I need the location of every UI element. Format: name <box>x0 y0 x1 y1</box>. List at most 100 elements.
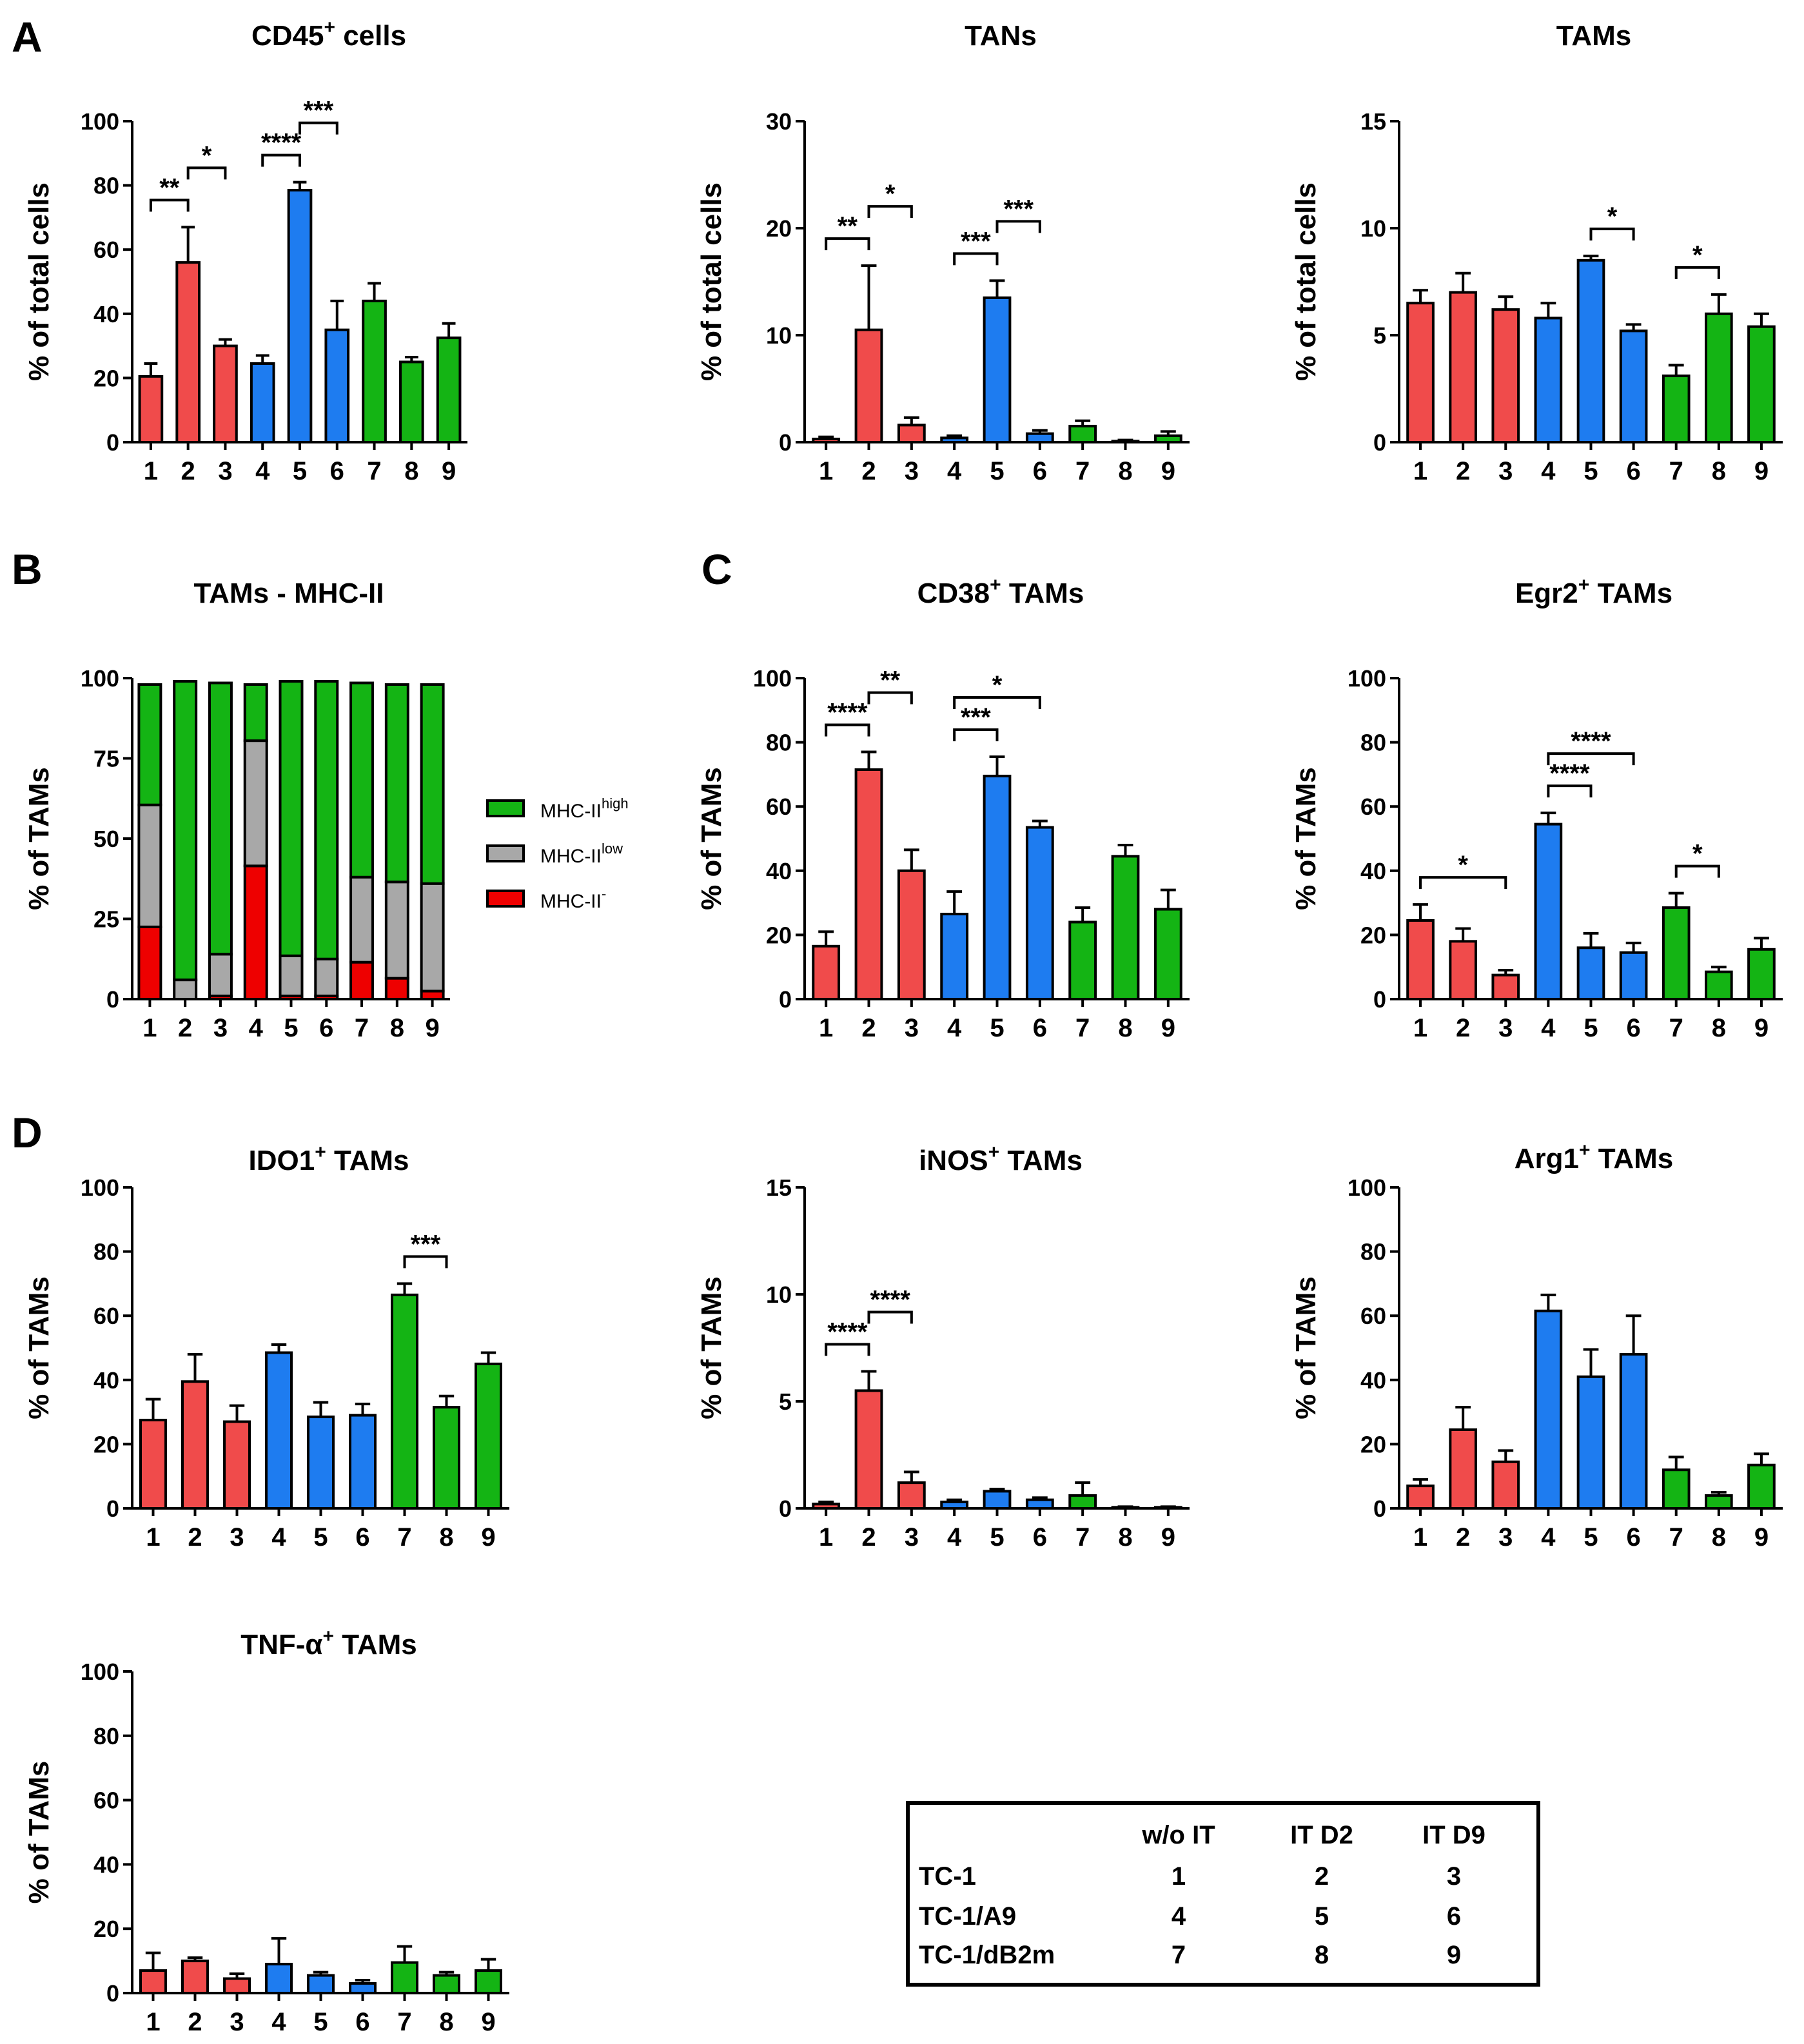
key-table-cell-2-1: 7 <box>1172 1941 1186 1969</box>
mhc-segment-0-bar-8 <box>384 977 409 1001</box>
ido1-ytick-label: 80 <box>93 1239 119 1265</box>
tans-sig-bracket-1 <box>867 205 913 219</box>
egr2-xtick-label: 9 <box>1754 1014 1769 1042</box>
inos-xtick-label: 6 <box>1033 1523 1047 1552</box>
tams-bar-7 <box>1662 375 1691 444</box>
tans-bar-2 <box>854 328 883 444</box>
tans-sig-label-3: *** <box>1003 195 1034 223</box>
inos-xtick-label: 9 <box>1161 1523 1175 1552</box>
cd38-sig-bracket-3 <box>953 696 1041 710</box>
tams-xtick-label: 6 <box>1626 457 1640 485</box>
cd38-xtick-label: 4 <box>947 1014 962 1042</box>
arg1-xtick-label: 1 <box>1413 1523 1427 1552</box>
tans-sig-label-2: *** <box>961 227 991 255</box>
tnfa-bar-7 <box>391 1961 418 1994</box>
egr2-ytick-label: 60 <box>1360 793 1386 820</box>
mhc-ytick-label: 75 <box>93 746 119 772</box>
key-table-cell-0-0: TC-1 <box>919 1862 976 1891</box>
cd38-sig-bracket-1 <box>867 691 913 705</box>
inos-ytick-label: 10 <box>766 1281 792 1308</box>
tans-xtick-label: 4 <box>947 457 962 485</box>
tans-bar-6 <box>1025 432 1054 443</box>
tnfa-ytick-label: 40 <box>93 1851 119 1878</box>
tans-sig-label-1: * <box>885 180 896 208</box>
egr2-sig-label-1: **** <box>1549 759 1590 788</box>
cd38-xtick-label: 6 <box>1033 1014 1047 1042</box>
egr2-xtick-label: 8 <box>1712 1014 1726 1042</box>
legend-label-1: MHC-IIlow <box>540 841 623 867</box>
inos-xtick-label: 2 <box>861 1523 876 1552</box>
tnfa-chart: TNF-α+ TAMs 0 20 40 60 80 100 % of TAMs 1 2 3 4 5 6 7 8… <box>23 1626 509 2036</box>
mhc-segment-1-bar-4 <box>243 739 268 868</box>
cd38-sig-label-3: * <box>992 671 1003 699</box>
inos-y-label: % of TAMs <box>696 1276 727 1419</box>
arg1-bar-4 <box>1534 1309 1563 1510</box>
cd38-ytick-label: 20 <box>766 922 792 948</box>
tnfa-ytick-label: 80 <box>93 1723 119 1749</box>
mhc-segment-2-bar-9 <box>420 683 445 885</box>
tnfa-xtick-label: 7 <box>397 2008 411 2036</box>
key-table-cell-1-1: 4 <box>1172 1902 1186 1931</box>
tams-y-label: % of total cells <box>1290 182 1322 381</box>
tnfa-xtick-label: 3 <box>230 2008 244 2036</box>
ido1-xtick-label: 5 <box>313 1523 328 1552</box>
key-table-header-3: IT D9 <box>1422 1821 1485 1849</box>
ido1-xtick-label: 7 <box>397 1523 411 1552</box>
egr2-title: Egr2+ TAMs <box>1515 574 1672 609</box>
tams-xtick-label: 4 <box>1541 457 1556 485</box>
cd38-sig-bracket-2 <box>953 728 999 742</box>
cd45-xtick-label: 1 <box>144 457 158 485</box>
tnfa-y-label: % of TAMs <box>23 1761 55 1904</box>
arg1-xtick-label: 9 <box>1754 1523 1769 1552</box>
egr2-sig-label-0: * <box>1458 851 1468 879</box>
arg1-bar-1 <box>1406 1484 1435 1510</box>
egr2-xtick-label: 2 <box>1456 1014 1470 1042</box>
tans-bar-5 <box>983 296 1012 443</box>
tans-bar-9 <box>1153 434 1182 443</box>
cd38-ytick-label: 40 <box>766 858 792 884</box>
legend-swatch-0 <box>486 799 525 817</box>
arg1-bar-2 <box>1449 1428 1477 1510</box>
tams-xtick-label: 9 <box>1754 457 1769 485</box>
ido1-sig-bracket-0 <box>403 1255 448 1269</box>
cd38-ytick-label: 80 <box>766 730 792 756</box>
tams-bar-2 <box>1449 291 1477 443</box>
cd38-title: CD38+ TAMs <box>917 574 1084 609</box>
inos-xtick-label: 1 <box>819 1523 833 1552</box>
mhc-segment-1-bar-1 <box>137 803 162 928</box>
cd45-title: CD45+ cells <box>251 17 406 52</box>
egr2-sig-label-3: * <box>1692 840 1703 868</box>
cd45-xtick-label: 2 <box>181 457 195 485</box>
ido1-xtick-label: 1 <box>146 1523 160 1552</box>
arg1-xtick-label: 6 <box>1626 1523 1640 1552</box>
egr2-xtick-label: 1 <box>1413 1014 1427 1042</box>
legend-swatch-2 <box>486 890 525 908</box>
cd45-xtick-label: 7 <box>367 457 381 485</box>
ido1-bar-8 <box>433 1406 460 1510</box>
ido1-ytick-label: 40 <box>93 1367 119 1394</box>
tams-xtick-label: 1 <box>1413 457 1427 485</box>
ido1-chart: IDO1+ TAMs 0 20 40 60 80 100 % of TAMs 1 2 3 4 5 6 7 8 9… <box>23 1142 509 1552</box>
cd38-y-label: % of TAMs <box>696 767 727 910</box>
cd45-bar-6 <box>324 328 350 444</box>
cd38-xtick-label: 7 <box>1075 1014 1090 1042</box>
mhc-xtick-label: 9 <box>425 1014 439 1042</box>
cd38-bar-4 <box>940 913 969 1001</box>
tnfa-ytick-label: 20 <box>93 1916 119 1942</box>
mhc-title: TAMs - MHC-II <box>194 578 384 609</box>
arg1-ytick-label: 40 <box>1360 1367 1386 1394</box>
cd38-xtick-label: 5 <box>990 1014 1004 1042</box>
tans-title: TANs <box>965 20 1037 52</box>
cd45-y-label: % of total cells <box>23 182 55 381</box>
tams-xtick-label: 2 <box>1456 457 1470 485</box>
ido1-xtick-label: 8 <box>439 1523 453 1552</box>
egr2-bar-8 <box>1705 970 1733 1001</box>
tams-ytick-label: 0 <box>1373 429 1386 456</box>
tnfa-xtick-label: 9 <box>481 2008 495 2036</box>
mhc-xtick-label: 1 <box>142 1014 157 1042</box>
ido1-xtick-label: 6 <box>355 1523 369 1552</box>
egr2-ytick-label: 40 <box>1360 858 1386 884</box>
tans-xtick-label: 1 <box>819 457 833 485</box>
